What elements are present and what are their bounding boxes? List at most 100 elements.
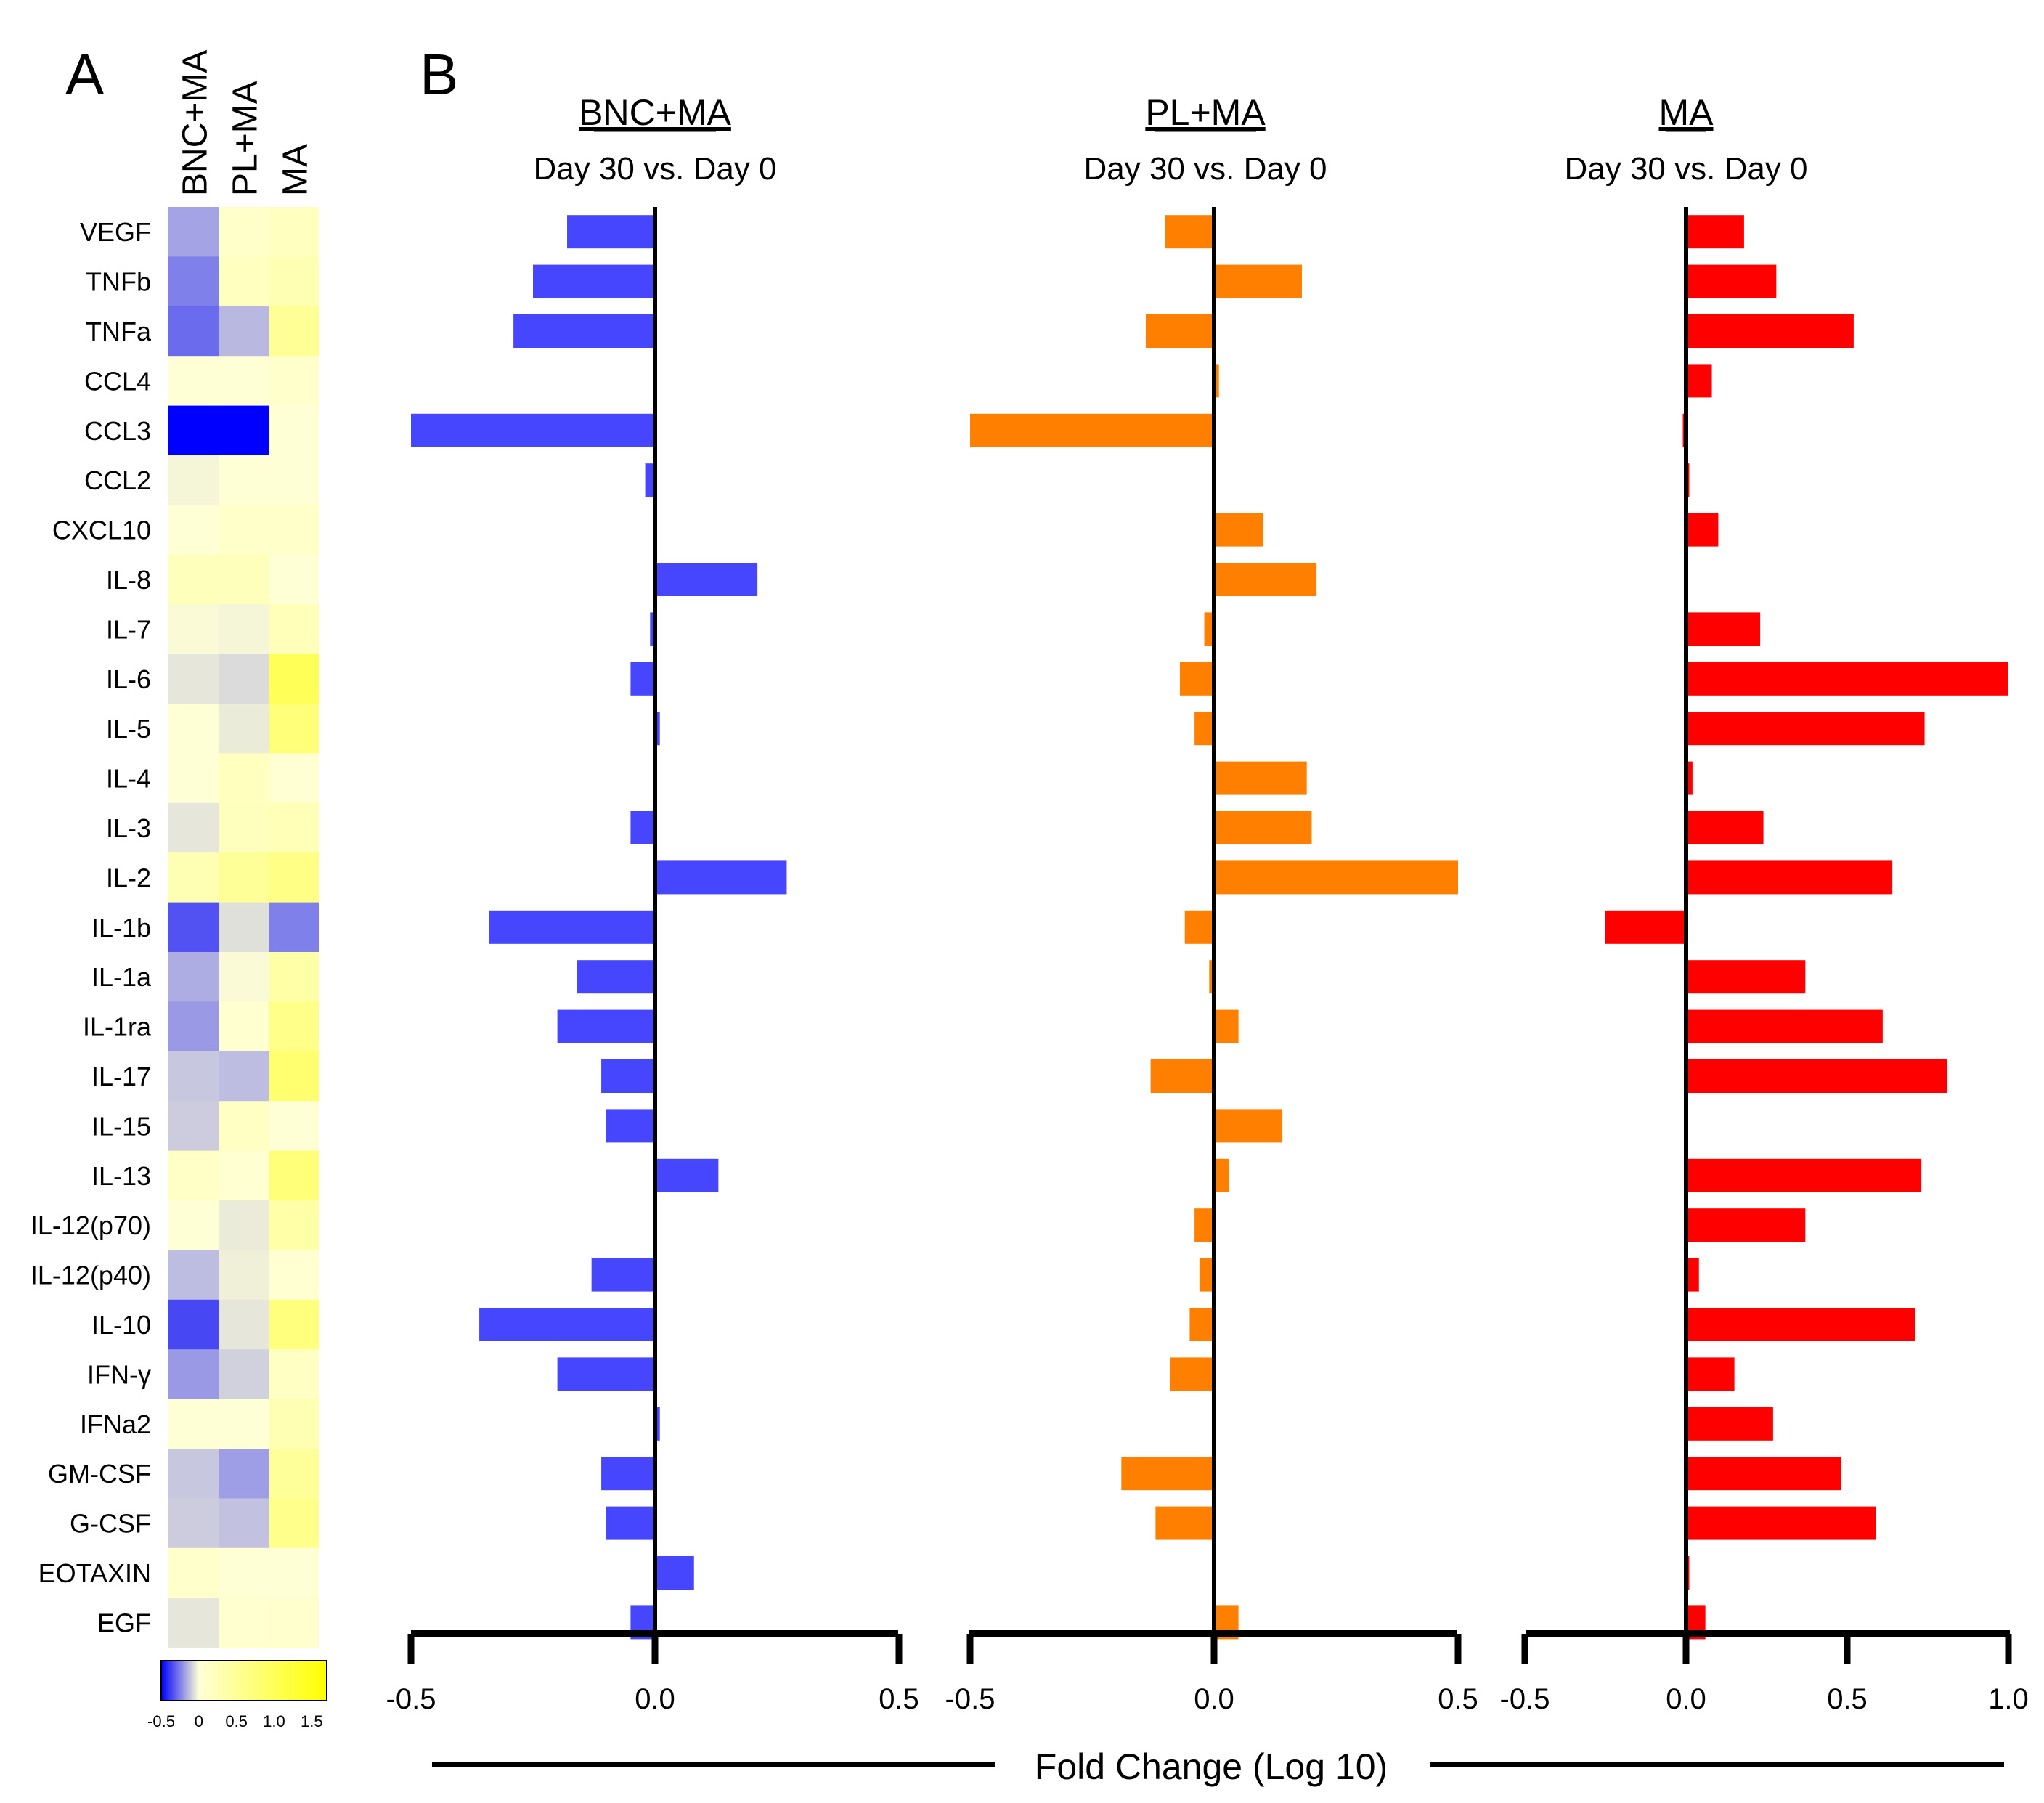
heatmap-cell-il-7-ma bbox=[269, 604, 319, 655]
bar-gm-csf bbox=[1686, 1457, 1841, 1491]
heatmap-cell-eotaxin-ma bbox=[269, 1547, 319, 1598]
bar-il-15 bbox=[1214, 1109, 1283, 1143]
heatmap-row-label: IL-2 bbox=[106, 863, 151, 892]
heatmap-row-label: IL-7 bbox=[106, 614, 151, 644]
heatmap-cell-ccl2-ma bbox=[269, 455, 319, 505]
bar-tnfa bbox=[513, 314, 655, 348]
bar-g-csf bbox=[1155, 1506, 1214, 1540]
heatmap-cell-ifna2-ma bbox=[269, 1399, 319, 1449]
bar-il-2 bbox=[1686, 860, 1893, 895]
heatmap-row-label: TNFb bbox=[86, 267, 151, 297]
bar-panel-pl-ma: PL+MA Day 30 vs. Day 0 -0.5 0.0 0.5 bbox=[945, 92, 1478, 1715]
bar-il-1b bbox=[1605, 910, 1686, 944]
bar-g-csf bbox=[606, 1506, 655, 1540]
panel-subtitle: Day 30 vs. Day 0 bbox=[1564, 151, 1807, 187]
heatmap-cell-ccl4-bnc-ma bbox=[168, 356, 219, 407]
heatmap-cell-gm-csf-bnc-ma bbox=[168, 1449, 219, 1499]
bar-il-4 bbox=[1214, 761, 1307, 795]
heatmap-row-label: IL-1ra bbox=[83, 1012, 152, 1042]
heatmap-row-label: CCL3 bbox=[84, 416, 151, 446]
heatmap-cell-il-1ra-pl-ma bbox=[219, 1001, 269, 1052]
heatmap: BNC+MA PL+MA MA VEGF TNFb TNFa CCL4 CCL3 CCL2 CXC… bbox=[30, 50, 319, 1648]
bar-il-1ra bbox=[1686, 1009, 1883, 1043]
x-tick-label: 0.0 bbox=[1666, 1683, 1706, 1715]
heatmap-cell-ifn-ma bbox=[269, 1349, 319, 1400]
heatmap-cell-egf-pl-ma bbox=[219, 1598, 269, 1648]
heatmap-cell-gm-csf-pl-ma bbox=[219, 1449, 269, 1499]
heatmap-row-label: IL-3 bbox=[106, 813, 151, 843]
heatmap-row-label: IL-15 bbox=[91, 1111, 151, 1141]
heatmap-row-label: IL-1a bbox=[91, 962, 152, 992]
heatmap-cell-ifna2-bnc-ma bbox=[168, 1399, 219, 1449]
heatmap-cell-g-csf-bnc-ma bbox=[168, 1498, 219, 1549]
bar-ccl2 bbox=[645, 463, 655, 497]
heatmap-row-label: CCL2 bbox=[84, 465, 151, 495]
heatmap-column-label: PL+MA bbox=[227, 81, 265, 196]
bar-tnfb bbox=[533, 264, 655, 298]
heatmap-row-label: IL-12(p40) bbox=[30, 1261, 151, 1290]
heatmap-cell-vegf-bnc-ma bbox=[168, 207, 219, 257]
heatmap-cell-il-1a-bnc-ma bbox=[168, 952, 219, 1002]
heatmap-cell-il-12-p70-ma bbox=[269, 1200, 319, 1250]
heatmap-cell-il-8-pl-ma bbox=[219, 554, 269, 605]
heatmap-cell-il-8-bnc-ma bbox=[168, 554, 219, 605]
bar-il-5 bbox=[655, 712, 660, 746]
bar-il-3 bbox=[1686, 811, 1764, 844]
heatmap-cell-egf-bnc-ma bbox=[168, 1598, 219, 1648]
bar-g-csf bbox=[1686, 1506, 1876, 1540]
bar-il-6 bbox=[1686, 662, 2008, 696]
bar-tnfa bbox=[1686, 314, 1854, 348]
heatmap-cell-il-6-ma bbox=[269, 654, 319, 704]
bar-gm-csf bbox=[601, 1457, 655, 1491]
panel-label-b: B bbox=[420, 42, 458, 107]
heatmap-cell-il-4-ma bbox=[269, 753, 319, 804]
heatmap-cell-g-csf-pl-ma bbox=[219, 1498, 269, 1549]
heatmap-cell-il-2-pl-ma bbox=[219, 852, 269, 903]
bar-il-6 bbox=[630, 662, 655, 696]
heatmap-cell-il-5-pl-ma bbox=[219, 704, 269, 754]
bar-ifn bbox=[1170, 1357, 1214, 1391]
heatmap-cell-ifn-bnc-ma bbox=[168, 1349, 219, 1400]
heatmap-cell-ccl3-ma bbox=[269, 405, 319, 456]
bar-il-8 bbox=[1214, 563, 1317, 596]
x-axis-title: Fold Change (Log 10) bbox=[432, 1746, 2004, 1787]
heatmap-cell-il-1a-pl-ma bbox=[219, 952, 269, 1002]
heatmap-cell-il-6-bnc-ma bbox=[168, 654, 219, 704]
bar-il-7 bbox=[1686, 612, 1761, 646]
panel-label-a: A bbox=[65, 42, 105, 107]
bar-il-17 bbox=[601, 1059, 655, 1093]
heatmap-cell-il-17-bnc-ma bbox=[168, 1051, 219, 1102]
heatmap-cell-il-12-p70-bnc-ma bbox=[168, 1200, 219, 1250]
bar-il-12-p70 bbox=[1194, 1208, 1214, 1242]
bar-il-1a bbox=[577, 960, 655, 994]
x-axis-title-text: Fold Change (Log 10) bbox=[1035, 1746, 1388, 1787]
bar-tnfa bbox=[1145, 314, 1214, 348]
bar-il-10 bbox=[1686, 1308, 1915, 1341]
heatmap-row-label: IL-6 bbox=[106, 664, 151, 694]
heatmap-cell-tnfb-bnc-ma bbox=[168, 256, 219, 307]
panel-subtitle: Day 30 vs. Day 0 bbox=[1083, 151, 1327, 187]
heatmap-cell-il-15-ma bbox=[269, 1101, 319, 1152]
x-tick-label: 1.0 bbox=[1988, 1683, 2029, 1715]
heatmap-cell-g-csf-ma bbox=[269, 1498, 319, 1549]
bar-ifna2 bbox=[1686, 1407, 1773, 1441]
bar-il-1b bbox=[1184, 910, 1214, 944]
heatmap-cell-il-12-p40-pl-ma bbox=[219, 1250, 269, 1301]
heatmap-cell-il-10-bnc-ma bbox=[168, 1299, 219, 1350]
heatmap-row-label: IL-13 bbox=[91, 1161, 151, 1191]
heatmap-cell-il-15-pl-ma bbox=[219, 1101, 269, 1152]
heatmap-cell-ccl4-ma bbox=[269, 356, 319, 407]
bar-il-1b bbox=[489, 910, 655, 944]
bar-ifna2 bbox=[655, 1407, 660, 1441]
bar-ifn bbox=[557, 1357, 655, 1391]
bar-il-1ra bbox=[557, 1009, 655, 1043]
heatmap-cell-il-6-pl-ma bbox=[219, 654, 269, 704]
x-tick-label: 0.5 bbox=[1438, 1683, 1478, 1715]
colorbar-gradient bbox=[160, 1660, 327, 1701]
bar-il-3 bbox=[1214, 811, 1312, 844]
colorbar: -0.5 0 0.5 1.0 1.5 bbox=[147, 1660, 327, 1730]
x-tick-label: 0.0 bbox=[635, 1683, 675, 1715]
bar-il-13 bbox=[655, 1158, 719, 1192]
heatmap-cell-tnfb-pl-ma bbox=[219, 256, 269, 307]
heatmap-cell-il-1a-ma bbox=[269, 952, 319, 1002]
